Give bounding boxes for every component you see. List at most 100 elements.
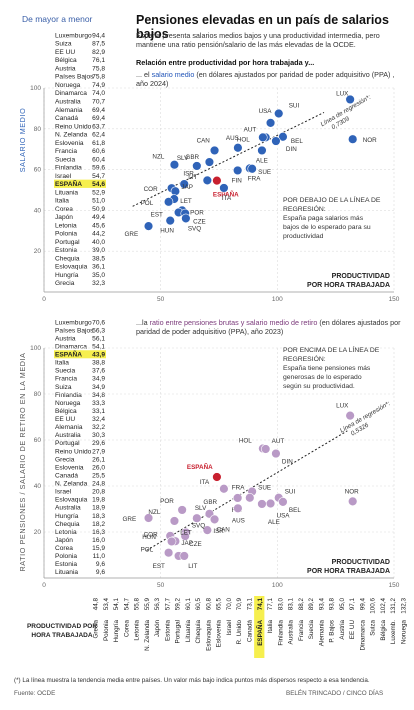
point-label: SLV bbox=[195, 505, 207, 512]
y-tick-label: 60 bbox=[34, 167, 42, 174]
productivity-country: EE UU bbox=[349, 620, 356, 640]
data-point bbox=[278, 497, 288, 507]
x-tick-label: 50 bbox=[157, 582, 165, 589]
point-label: LIT bbox=[188, 563, 197, 570]
data-point bbox=[177, 505, 187, 515]
ranking-value: 29,6 bbox=[92, 440, 105, 447]
ranking-highlight-bar bbox=[54, 179, 106, 188]
ranking-value: 9,6 bbox=[96, 561, 105, 568]
chart2-subtitle-pre: ...la bbox=[136, 318, 150, 327]
ranking-country: Países Bajos bbox=[55, 74, 94, 81]
x-tick-label: 0 bbox=[42, 296, 46, 303]
data-point bbox=[143, 221, 154, 231]
productivity-country: Letonia bbox=[134, 620, 141, 641]
point-label: AUT bbox=[244, 126, 257, 133]
productivity-country: Luxemb. bbox=[390, 620, 397, 644]
ranking-country: Finlandia bbox=[55, 392, 82, 399]
productivity-value: 59,2 bbox=[175, 598, 182, 611]
point-label: FRA bbox=[232, 485, 245, 492]
data-point bbox=[257, 499, 267, 509]
ranking-country: Corea bbox=[55, 206, 73, 213]
ranking-country: Luxemburgo bbox=[55, 319, 92, 326]
ranking-country: Japón bbox=[55, 214, 73, 221]
productivity-country: Grecia bbox=[93, 620, 100, 639]
ranking-value: 25,5 bbox=[92, 472, 105, 479]
point-label: USA bbox=[277, 512, 291, 519]
point-label: NOR bbox=[345, 488, 359, 495]
ranking-country: Japón bbox=[55, 537, 73, 544]
point-label: HUN bbox=[160, 228, 174, 235]
ranking-country: Australia bbox=[55, 99, 81, 106]
x-axis-label-line1: PRODUCTIVIDAD bbox=[332, 273, 390, 280]
productivity-country: Estonia bbox=[164, 620, 171, 642]
point-label: CAN bbox=[217, 526, 231, 533]
ranking-value: 38,8 bbox=[92, 360, 105, 367]
ranking-highlight-bar bbox=[54, 350, 106, 359]
ranking-country: Italia bbox=[55, 198, 69, 205]
ranking-value: 60,6 bbox=[92, 148, 105, 155]
ranking-value: 74,0 bbox=[92, 90, 105, 97]
point-label: ALE bbox=[256, 157, 268, 164]
productivity-country: Lituania bbox=[185, 620, 192, 643]
productivity-country: ESPAÑA bbox=[255, 620, 264, 646]
data-point bbox=[260, 444, 271, 454]
data-point bbox=[169, 160, 180, 170]
ranking-value: 44,2 bbox=[92, 231, 105, 238]
point-label: FRA bbox=[248, 175, 261, 182]
productivity-value: 95,0 bbox=[339, 598, 346, 611]
productivity-country: Japón bbox=[154, 620, 161, 638]
point-label: GBR bbox=[185, 154, 199, 161]
data-point bbox=[265, 118, 276, 128]
ranking-value: 87,5 bbox=[92, 41, 105, 48]
ranking-value: 26,1 bbox=[92, 456, 105, 463]
data-point bbox=[233, 503, 243, 514]
ranking-country: Estonia bbox=[55, 561, 77, 568]
point-label: FIN bbox=[232, 177, 243, 184]
ranking-value: 36,1 bbox=[92, 264, 105, 271]
ranking-country: EE UU bbox=[55, 416, 75, 423]
point-label: AUS bbox=[232, 517, 245, 524]
point-label: NOR bbox=[363, 137, 377, 144]
productivity-country: Francia bbox=[298, 620, 305, 641]
data-point bbox=[166, 536, 177, 547]
data-point bbox=[271, 136, 281, 146]
productivity-value: 70,9 bbox=[236, 598, 243, 611]
point-label: BEL bbox=[291, 138, 303, 145]
ranking-country: Letonia bbox=[55, 222, 77, 229]
annotation-line: POR ENCIMA DE LA LÍNEA DE bbox=[283, 345, 380, 354]
data-point bbox=[271, 448, 281, 459]
y-tick-label: 60 bbox=[34, 437, 42, 444]
ranking-value: 30,3 bbox=[92, 432, 105, 439]
ranking-value: 19,8 bbox=[92, 497, 105, 504]
annotation-line: POR DEBAJO DE LA LÍNEA DE bbox=[283, 195, 381, 204]
y-tick-label: 100 bbox=[30, 85, 41, 92]
ranking-country: Hungría bbox=[55, 513, 79, 520]
data-point bbox=[192, 513, 202, 523]
point-label: NZL bbox=[152, 154, 164, 161]
ranking-country: Reino Unido bbox=[55, 448, 92, 455]
ranking-country: Suiza bbox=[55, 384, 72, 391]
data-point bbox=[204, 157, 215, 167]
point-label: JAP bbox=[181, 184, 193, 191]
ranking-country: Eslovaquia bbox=[55, 264, 88, 271]
ranking-country: Israel bbox=[55, 489, 72, 496]
point-label: CZE bbox=[193, 218, 206, 225]
data-point bbox=[274, 108, 284, 119]
point-label: LET bbox=[180, 198, 192, 205]
productivity-country: Alemania bbox=[318, 620, 325, 647]
ranking-value: 26,0 bbox=[92, 464, 105, 471]
point-label: POR bbox=[190, 209, 204, 216]
productivity-value: 77,1 bbox=[267, 598, 274, 611]
ranking-value: 54,7 bbox=[92, 173, 105, 180]
annotation-line: REGRESIÓN: bbox=[283, 354, 326, 363]
ranking-value: 15,9 bbox=[92, 545, 105, 552]
y-tick-label: 20 bbox=[34, 529, 42, 536]
productivity-ranking-label: PRODUCTIVIDAD POR bbox=[27, 623, 97, 630]
point-label: POL bbox=[141, 200, 154, 207]
ranking-country: Países Bajos bbox=[55, 327, 94, 334]
y-tick-label: 80 bbox=[34, 126, 42, 133]
productivity-value: 55,8 bbox=[134, 598, 141, 611]
ranking-country: Austria bbox=[55, 335, 76, 342]
